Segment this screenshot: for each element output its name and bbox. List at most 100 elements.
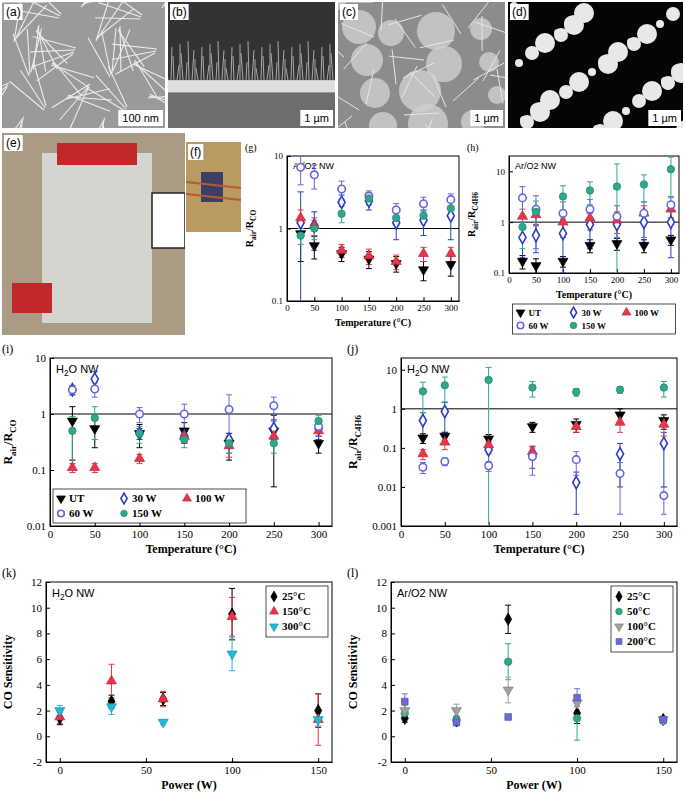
data-point: [91, 385, 98, 392]
series: [519, 157, 673, 273]
y-tick-label: 8: [37, 627, 43, 639]
legend-marker: [616, 608, 623, 615]
y-axis: -2024681012: [376, 576, 395, 768]
data-point: [315, 417, 322, 424]
x-tick: 200: [568, 522, 585, 540]
photo-texture: [345, 122, 357, 128]
error-bar: [560, 186, 566, 218]
photo-texture: [389, 56, 424, 60]
error-bar: [137, 426, 143, 443]
series-points: [401, 658, 667, 725]
y-tick-mark: [391, 736, 395, 737]
photo-texture: [108, 66, 127, 107]
data-point: [446, 261, 456, 270]
y-tick: 0.1: [32, 464, 54, 476]
plot-area: 0501001502002503000.0010.010.1110H2O NW: [372, 358, 677, 546]
data-point: [585, 242, 595, 251]
photo-texture: [351, 44, 383, 76]
photo-texture: [404, 113, 439, 115]
series-points: [419, 405, 667, 488]
x-tick-mark: [644, 269, 645, 273]
x-tick-label: 100: [132, 528, 149, 540]
y-tick-mark: [391, 685, 395, 686]
series: [519, 209, 673, 273]
annotation: Ar/O2 NW: [397, 587, 448, 599]
series: [69, 426, 321, 472]
photo-texture: [233, 56, 234, 80]
photo-texture: [186, 194, 241, 200]
y-axis-line: [509, 157, 510, 274]
photo: [2, 133, 185, 335]
y-tick-label: 0: [382, 730, 388, 742]
y-axis: 0.0010.010.1110: [372, 359, 405, 533]
photo-texture: [671, 63, 683, 83]
data-point: [365, 195, 372, 202]
x-tick: 50: [141, 758, 153, 776]
series: [402, 644, 666, 740]
data-point: [658, 717, 668, 726]
data-point: [558, 258, 568, 267]
scale-bar-background: [648, 110, 681, 126]
data-point: [69, 427, 76, 434]
data-point: [517, 211, 527, 220]
scale-bar-group: 1 µm: [300, 110, 333, 126]
error-bar: [453, 718, 459, 726]
error-bar: [92, 383, 98, 397]
y-axis-title: CO Sensitivity: [346, 635, 360, 709]
data-point: [338, 185, 345, 192]
text-part: /R: [1, 433, 15, 446]
data-point: [90, 426, 100, 435]
y-axis-title: Rair/RC4H6: [466, 192, 480, 237]
legend-box: [611, 586, 673, 652]
data-point: [447, 196, 454, 203]
x-tick-label: 0: [399, 528, 405, 540]
photo-texture: [276, 62, 277, 80]
photo-texture: [148, 94, 165, 98]
y-tick-mark: [46, 608, 50, 609]
x-tick-label: 250: [612, 528, 629, 540]
legend-label: 300°C: [282, 620, 311, 632]
x-tick: 200: [390, 297, 404, 313]
data-point: [69, 384, 76, 396]
y-tick-label: 4: [382, 679, 388, 691]
data-point: [640, 209, 647, 216]
data-point: [519, 194, 526, 201]
error-bar: [519, 216, 525, 248]
photo-texture: [115, 53, 155, 74]
photo-texture: [433, 75, 446, 107]
data-point: [364, 250, 374, 259]
photo-texture: [102, 31, 111, 75]
panel-label: (k): [2, 566, 16, 580]
photo-texture: [231, 47, 232, 80]
photo-texture: [207, 65, 209, 80]
x-tick-mark: [445, 522, 446, 526]
photo-texture: [96, 2, 110, 41]
y-tick-label: 2: [37, 705, 43, 717]
error-bar: [226, 433, 232, 447]
data-point: [392, 206, 399, 213]
series-points: [67, 425, 323, 471]
x-tick-mark: [491, 758, 492, 762]
photo-texture: [210, 44, 211, 80]
series-points: [401, 613, 667, 727]
y-tick-mark: [287, 301, 291, 302]
error-bar: [366, 194, 372, 210]
error-bar: [393, 212, 399, 240]
series-points: [418, 412, 669, 445]
data-point: [401, 698, 408, 705]
legend-marker: [516, 310, 525, 318]
y-tick: 10: [31, 602, 50, 614]
y-tick: 12: [376, 576, 395, 588]
x-axis-line: [288, 301, 460, 302]
data-point: [447, 205, 454, 212]
series: [298, 192, 454, 301]
photo-texture: [87, 88, 125, 111]
data-point: [311, 171, 318, 178]
x-tick-label: 100: [481, 528, 498, 540]
error-bar: [617, 463, 623, 515]
y-tick-mark: [391, 633, 395, 634]
y-tick: 0.01: [27, 520, 54, 532]
legend-marker: [615, 624, 624, 632]
y-tick-label: 0: [37, 730, 43, 742]
plot-area: 0501001502002503000.010.1110H2O NW: [27, 352, 333, 540]
